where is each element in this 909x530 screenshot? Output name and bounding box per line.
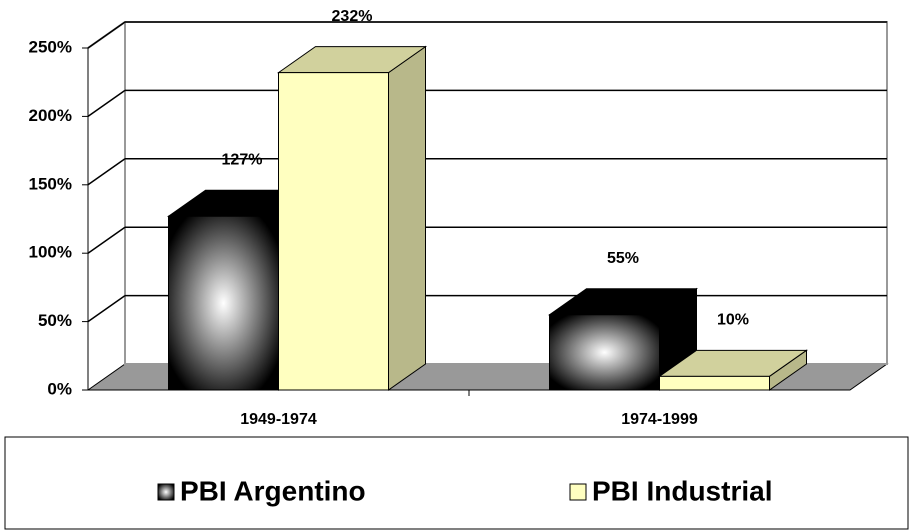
bar (657, 349, 809, 391)
y-tick-label: 100% (29, 243, 72, 262)
legend-swatch (569, 483, 587, 501)
grid-line-side (87, 158, 126, 186)
y-tick-label: 200% (29, 106, 72, 125)
value-label: 127% (222, 151, 263, 168)
y-tick-label: 250% (29, 37, 72, 56)
y-tick-label: 50% (38, 311, 72, 330)
bar-front (168, 215, 279, 391)
legend-box (4, 436, 909, 530)
legend-label: PBI Argentino (180, 475, 366, 506)
grid-line-side (87, 21, 126, 49)
bar-front (549, 314, 660, 391)
bar (276, 45, 428, 391)
value-label: 55% (607, 250, 639, 267)
bar-front (278, 72, 389, 391)
y-tick-label: 150% (29, 174, 72, 193)
bar-side (388, 45, 426, 391)
legend-label: PBI Industrial (592, 475, 772, 506)
bar-front (659, 375, 770, 391)
value-label: 10% (717, 312, 749, 329)
x-tick-label: 1949-1974 (240, 411, 317, 428)
grid-line-side (87, 89, 126, 118)
value-label: 232% (332, 8, 373, 25)
x-tick-label: 1974-1999 (621, 411, 698, 428)
legend-swatch (157, 483, 175, 501)
bar (547, 287, 699, 391)
grid-line-side (87, 294, 126, 323)
y-tick-label: 0% (47, 379, 72, 398)
grid-line-side (87, 226, 126, 254)
